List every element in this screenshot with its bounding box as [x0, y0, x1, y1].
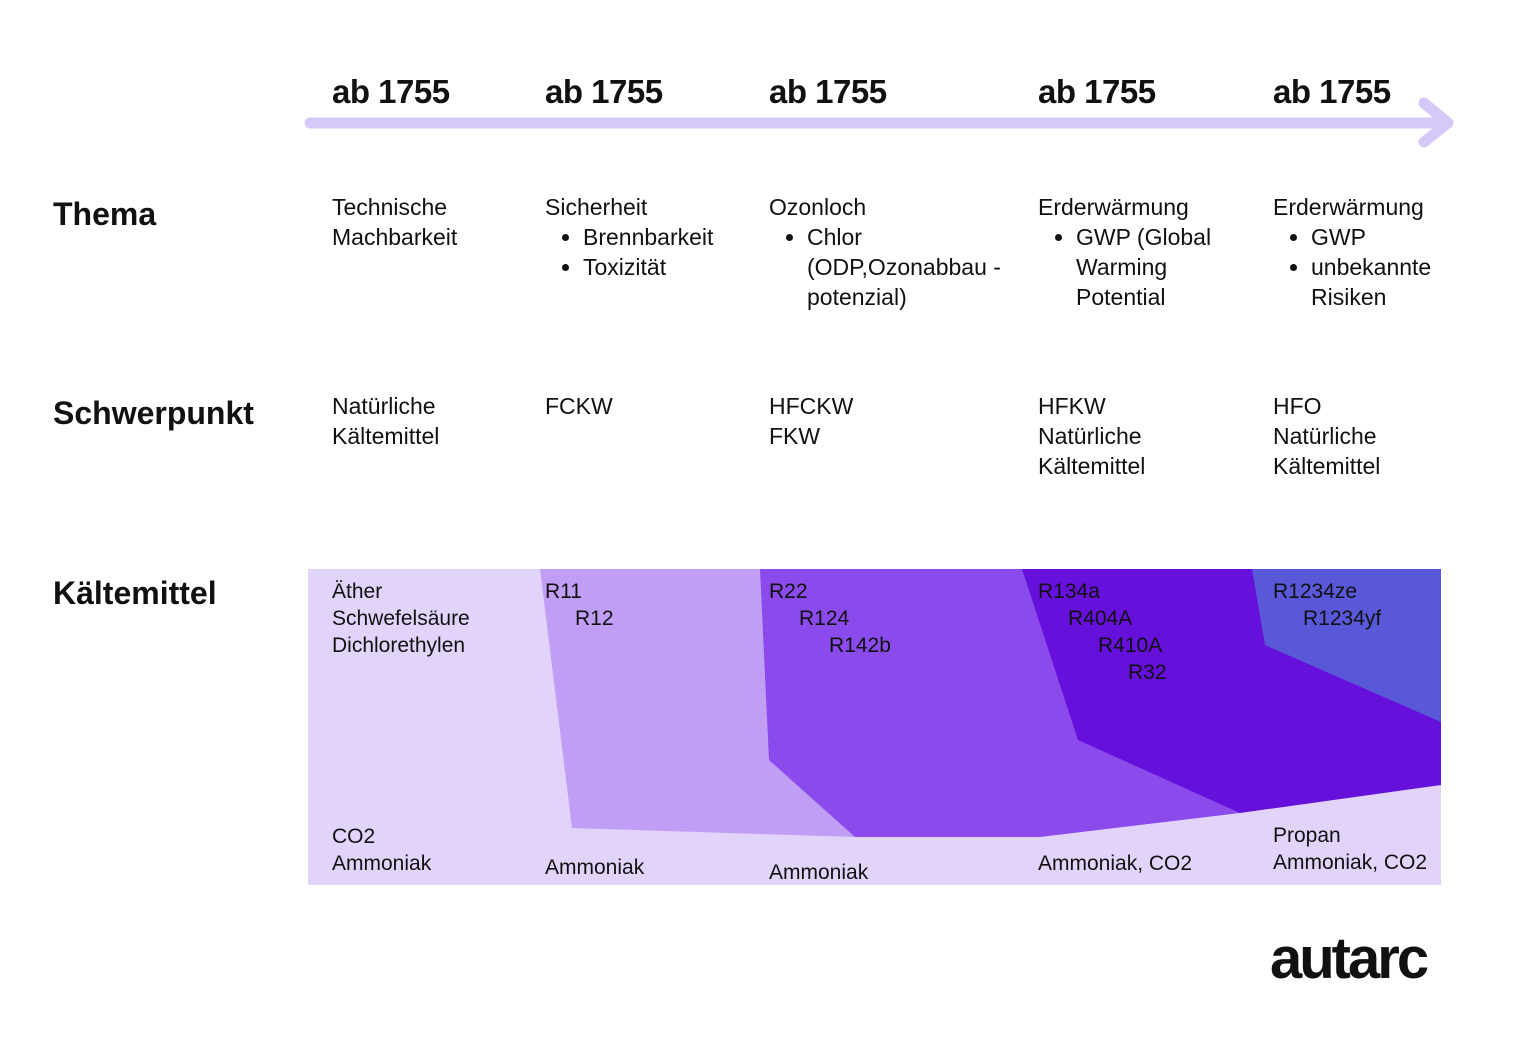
refrigerant-name: Ammoniak — [545, 856, 645, 879]
refrigerant-name: R22 — [769, 580, 808, 603]
schwerpunkt-line: Kältemittel — [1273, 453, 1381, 479]
era-label-2: ab 1755 — [545, 73, 663, 110]
thema-bullet: Brennbarkeit — [583, 222, 713, 252]
schwerpunkt-line: Natürliche — [332, 393, 436, 419]
schwerpunkt-cell-5: HFO Natürliche Kältemittel — [1273, 391, 1380, 481]
thema-cell-5: Erderwärmung GWP unbekannte Risiken — [1273, 192, 1461, 312]
era-label-4: ab 1755 — [1038, 73, 1156, 110]
thema-line: Erderwärmung — [1038, 194, 1189, 220]
thema-bullets: Chlor (ODP,Ozonabbau -potenzial) — [769, 222, 1014, 312]
refrigerant-name: Dichlorethylen — [332, 634, 466, 657]
row-label-thema: Thema — [53, 196, 157, 232]
refrigerant-group-4: R134a R404A R410A R32 — [1038, 578, 1167, 686]
schwerpunkt-line: Natürliche — [1273, 423, 1377, 449]
refrigerant-name: R11 — [545, 580, 582, 603]
natural-refrigerant-group-3: Ammoniak — [769, 859, 868, 886]
thema-line: Technische — [332, 194, 448, 220]
refrigerant-name: Propan — [1273, 824, 1341, 847]
refrigerant-name: R142b — [829, 634, 891, 657]
thema-bullet: GWP (Global Warming Potential — [1076, 222, 1236, 312]
refrigerant-name: R134a — [1038, 580, 1100, 603]
natural-refrigerant-group-4: Ammoniak, CO2 — [1038, 850, 1192, 877]
refrigerant-name: R1234ze — [1273, 580, 1358, 603]
natural-refrigerant-group-2: Ammoniak — [545, 854, 644, 881]
refrigerant-name: Ammoniak — [769, 861, 869, 884]
refrigerant-group-2: R11 R12 — [545, 578, 614, 632]
thema-bullets: GWP (Global Warming Potential — [1038, 222, 1236, 312]
refrigerant-group-3: R22 R124 R142b — [769, 578, 891, 659]
thema-bullet: Toxizität — [583, 252, 713, 282]
thema-line: Machbarkeit — [332, 224, 458, 250]
autarc-logo: autarc — [1270, 926, 1429, 991]
thema-cell-3: Ozonloch Chlor (ODP,Ozonabbau -potenzial… — [769, 192, 1014, 312]
refrigerant-name: CO2 — [332, 825, 376, 848]
schwerpunkt-cell-1: Natürliche Kältemittel — [332, 391, 439, 451]
thema-line: Ozonloch — [769, 194, 867, 220]
thema-bullets: Brennbarkeit Toxizität — [545, 222, 713, 282]
natural-refrigerant-group-1: CO2 Ammoniak — [332, 823, 431, 877]
band-hfo — [1252, 569, 1441, 722]
refrigerant-name: Äther — [332, 580, 383, 603]
refrigerant-name: Schwefelsäure — [332, 607, 470, 630]
refrigerant-name: R1234yf — [1303, 607, 1382, 630]
band-hfkw — [1022, 569, 1441, 813]
era-label-5: ab 1755 — [1273, 73, 1391, 110]
schwerpunkt-line: FCKW — [545, 393, 613, 419]
schwerpunkt-line: Kältemittel — [332, 423, 440, 449]
thema-bullet: Chlor (ODP,Ozonabbau -potenzial) — [807, 222, 1007, 312]
thema-bullet: unbekannte Risiken — [1311, 252, 1461, 312]
thema-cell-2: Sicherheit Brennbarkeit Toxizität — [545, 192, 713, 282]
thema-bullets: GWP unbekannte Risiken — [1273, 222, 1461, 312]
schwerpunkt-line: Natürliche — [1038, 423, 1142, 449]
schwerpunkt-line: Kältemittel — [1038, 453, 1146, 479]
thema-line: Sicherheit — [545, 194, 648, 220]
thema-bullet: GWP — [1311, 222, 1461, 252]
refrigerant-name: R124 — [799, 607, 850, 630]
schwerpunkt-line: HFKW — [1038, 393, 1106, 419]
schwerpunkt-cell-2: FCKW — [545, 391, 613, 421]
refrigerant-name: Ammoniak, CO2 — [1273, 851, 1428, 874]
refrigerant-group-1: Äther Schwefelsäure Dichlorethylen — [332, 578, 470, 659]
band-hfckw — [760, 569, 1240, 837]
schwerpunkt-cell-3: HFCKW FKW — [769, 391, 853, 451]
row-label-schwerpunkt: Schwerpunkt — [53, 395, 254, 431]
row-label-kaeltemittel: Kältemittel — [53, 575, 217, 611]
thema-line: Erderwärmung — [1273, 194, 1424, 220]
refrigerant-name: Ammoniak, CO2 — [1038, 852, 1193, 875]
thema-cell-1: Technische Machbarkeit — [332, 192, 457, 252]
schwerpunkt-line: HFO — [1273, 393, 1322, 419]
thema-cell-4: Erderwärmung GWP (Global Warming Potenti… — [1038, 192, 1236, 312]
era-label-1: ab 1755 — [332, 73, 450, 110]
refrigerant-name: R32 — [1128, 661, 1167, 684]
refrigerant-name: R404A — [1068, 607, 1133, 630]
natural-refrigerant-group-5: Propan Ammoniak, CO2 — [1273, 822, 1427, 876]
timeline-arrow — [304, 97, 1454, 148]
refrigerant-group-5: R1234ze R1234yf — [1273, 578, 1381, 632]
schwerpunkt-line: HFCKW — [769, 393, 854, 419]
refrigerant-name: R410A — [1098, 634, 1163, 657]
schwerpunkt-line: FKW — [769, 423, 821, 449]
era-label-3: ab 1755 — [769, 73, 887, 110]
refrigerant-name: R12 — [575, 607, 614, 630]
refrigerant-name: Ammoniak — [332, 852, 432, 875]
schwerpunkt-cell-4: HFKW Natürliche Kältemittel — [1038, 391, 1145, 481]
